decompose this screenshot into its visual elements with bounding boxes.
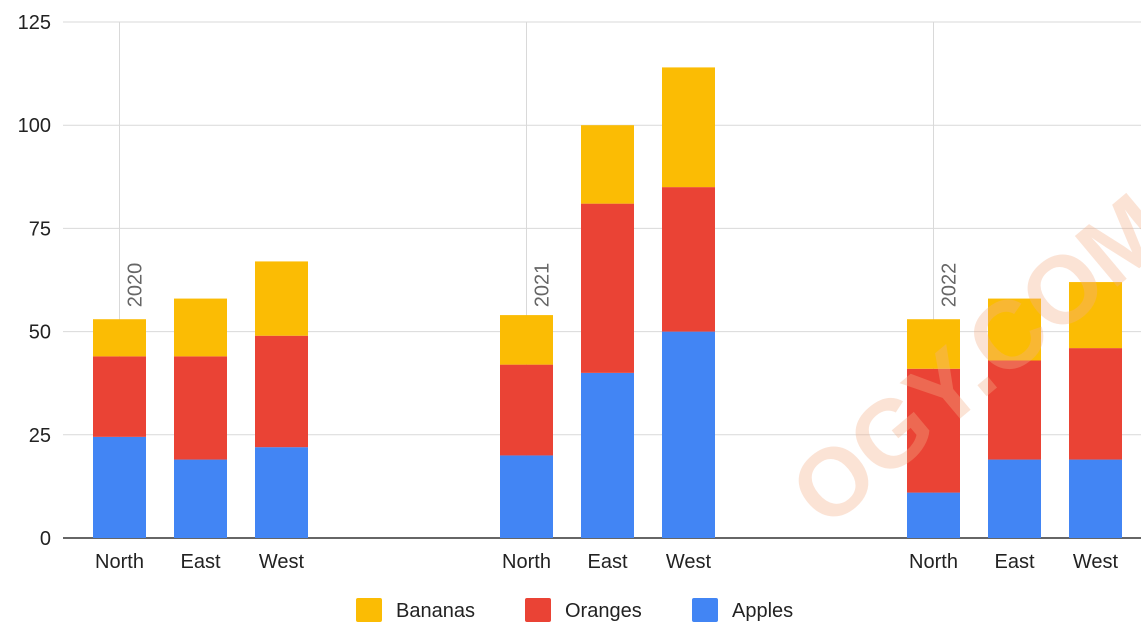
bars (93, 67, 1122, 538)
bar-segment-apples (988, 459, 1041, 538)
bar-segment-bananas (988, 298, 1041, 361)
bar-segment-apples (581, 372, 634, 538)
bar-segment-oranges (988, 360, 1041, 460)
x-category-label: East (994, 551, 1034, 573)
legend-swatch-apples (692, 598, 718, 622)
x-category-label: North (502, 551, 551, 573)
bar-segment-bananas (1069, 282, 1122, 349)
bar-segment-apples (1069, 459, 1122, 538)
group-label: 2020 (125, 263, 147, 308)
bar-segment-apples (93, 436, 146, 538)
bar-segment-apples (255, 447, 308, 538)
x-category-label: East (587, 551, 627, 573)
x-category-label: West (666, 551, 712, 573)
bar-segment-oranges (93, 356, 146, 437)
bar-segment-bananas (581, 125, 634, 204)
legend-swatch-oranges (525, 598, 551, 622)
group-label: 2022 (939, 263, 961, 308)
bar-segment-bananas (662, 67, 715, 188)
legend-swatch-bananas (356, 598, 382, 622)
bar-segment-oranges (662, 187, 715, 332)
y-tick-label: 50 (29, 322, 51, 344)
bar-segment-apples (174, 459, 227, 538)
legend-label-oranges: Oranges (565, 600, 642, 622)
bar-segment-bananas (255, 261, 308, 336)
group-label: 2021 (532, 263, 554, 308)
bar-segment-bananas (174, 298, 227, 357)
x-category-label: North (909, 551, 958, 573)
bar-segment-oranges (255, 335, 308, 448)
bar-segment-oranges (581, 203, 634, 373)
bar-segment-bananas (907, 319, 960, 369)
y-tick-label: 0 (40, 528, 51, 550)
legend: Bananas Oranges Apples (356, 598, 793, 622)
bar-segment-oranges (907, 368, 960, 493)
bar-segment-apples (907, 492, 960, 538)
x-category-label: North (95, 551, 144, 573)
bar-segment-bananas (500, 315, 553, 365)
y-tick-label: 25 (29, 425, 51, 447)
y-tick-label: 100 (18, 115, 51, 137)
bar-segment-oranges (1069, 348, 1122, 460)
y-tick-label: 75 (29, 218, 51, 240)
x-axis: 2020 North East West 2021 North East West 2022 No… (95, 263, 1118, 573)
x-category-label: East (180, 551, 220, 573)
bar-segment-apples (662, 331, 715, 538)
y-tick-label: 125 (18, 12, 51, 34)
x-category-label: West (1073, 551, 1119, 573)
bar-segment-oranges (174, 356, 227, 460)
bar-segment-apples (500, 455, 553, 538)
legend-label-bananas: Bananas (396, 600, 475, 622)
x-category-label: West (259, 551, 305, 573)
legend-label-apples: Apples (732, 600, 793, 622)
bar-segment-oranges (500, 364, 553, 456)
y-axis: 0 25 50 75 100 125 (18, 12, 51, 550)
bar-segment-bananas (93, 319, 146, 357)
